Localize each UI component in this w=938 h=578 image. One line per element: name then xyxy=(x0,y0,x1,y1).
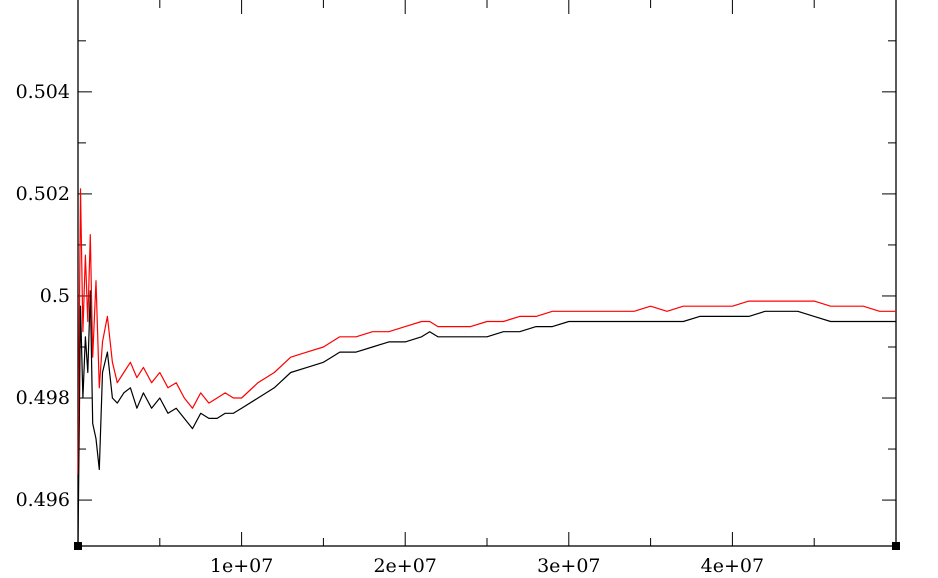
plot-frame xyxy=(77,0,897,547)
corner-marker-right xyxy=(892,542,900,550)
y-tick-label: 0.502 xyxy=(16,183,70,205)
y-tick-label: 0.496 xyxy=(16,489,70,511)
y-tick-label: 0.498 xyxy=(16,387,70,409)
x-tick-label: 4e+07 xyxy=(701,555,764,577)
y-tick-label: 0.5 xyxy=(40,285,70,307)
x-tick-label: 1e+07 xyxy=(210,555,273,577)
x-tick-label: 2e+07 xyxy=(373,555,436,577)
series-line-black xyxy=(77,290,896,547)
series-line-red xyxy=(77,188,896,475)
minor-ticks xyxy=(78,0,896,546)
series-layer xyxy=(77,188,896,547)
x-tick-label: 3e+07 xyxy=(537,555,600,577)
x-axis-labels: 1e+07 2e+07 3e+07 4e+07 xyxy=(210,555,764,577)
corner-marker-left xyxy=(74,542,82,550)
y-tick-label: 0.504 xyxy=(16,81,70,103)
y-axis-labels: 0.496 0.498 0.5 0.502 0.504 xyxy=(16,81,70,511)
major-ticks xyxy=(78,0,896,546)
